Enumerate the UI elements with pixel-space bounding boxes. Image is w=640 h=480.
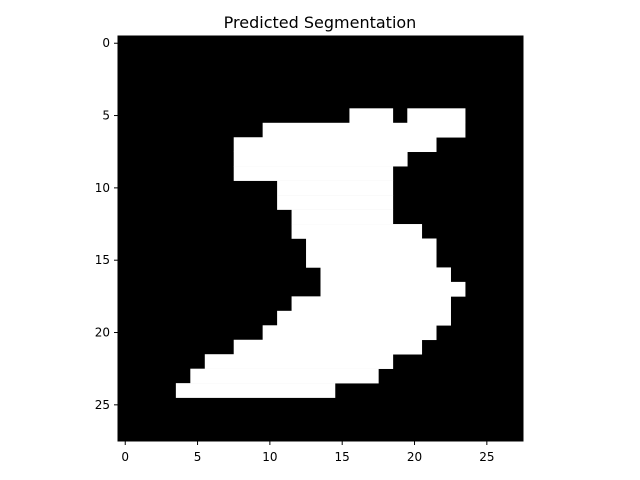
y-tick-label: 10 bbox=[95, 181, 110, 195]
foreground-pixel-run bbox=[277, 195, 394, 210]
x-tick-label: 20 bbox=[407, 450, 422, 464]
foreground-pixel-run bbox=[291, 209, 394, 225]
foreground-pixel-run bbox=[233, 137, 437, 153]
foreground-pixel-run bbox=[233, 151, 408, 167]
foreground-pixel-run bbox=[204, 354, 394, 369]
y-tick-label: 20 bbox=[95, 326, 110, 340]
y-tick-label: 0 bbox=[102, 36, 110, 50]
foreground-pixel-run bbox=[175, 383, 336, 398]
y-tick-label: 15 bbox=[95, 253, 110, 267]
plot-frame bbox=[117, 35, 524, 442]
foreground-pixel-run bbox=[320, 281, 466, 297]
foreground-pixel-run bbox=[190, 368, 379, 384]
y-tick-label: 25 bbox=[95, 398, 110, 412]
x-tick-label: 0 bbox=[121, 450, 129, 464]
x-tick-label: 10 bbox=[262, 450, 277, 464]
foreground-pixel-run bbox=[233, 339, 423, 355]
foreground-pixel-run bbox=[277, 310, 451, 326]
foreground-pixel-run bbox=[262, 122, 466, 138]
foreground-pixel-run bbox=[277, 180, 394, 196]
foreground-pixel-run bbox=[306, 238, 437, 254]
chart-title: Predicted Segmentation bbox=[224, 13, 417, 32]
x-axis: 0 5 10 15 20 25 bbox=[121, 441, 494, 464]
foreground-pixel-run bbox=[291, 296, 451, 312]
x-tick-label: 5 bbox=[194, 450, 202, 464]
y-axis: 0 5 10 15 20 25 bbox=[95, 36, 118, 412]
y-tick-label: 5 bbox=[102, 109, 110, 123]
segmentation-mask bbox=[118, 36, 523, 441]
foreground-pixel-run bbox=[262, 325, 437, 341]
foreground-pixel-run bbox=[407, 108, 466, 124]
foreground-pixel-run bbox=[306, 252, 437, 268]
foreground-pixel-run bbox=[233, 166, 394, 181]
foreground-pixel-run bbox=[320, 267, 451, 283]
foreground-pixel-run bbox=[291, 224, 423, 239]
foreground-pixel-run bbox=[349, 108, 394, 124]
x-tick-label: 25 bbox=[479, 450, 494, 464]
x-tick-label: 15 bbox=[335, 450, 350, 464]
